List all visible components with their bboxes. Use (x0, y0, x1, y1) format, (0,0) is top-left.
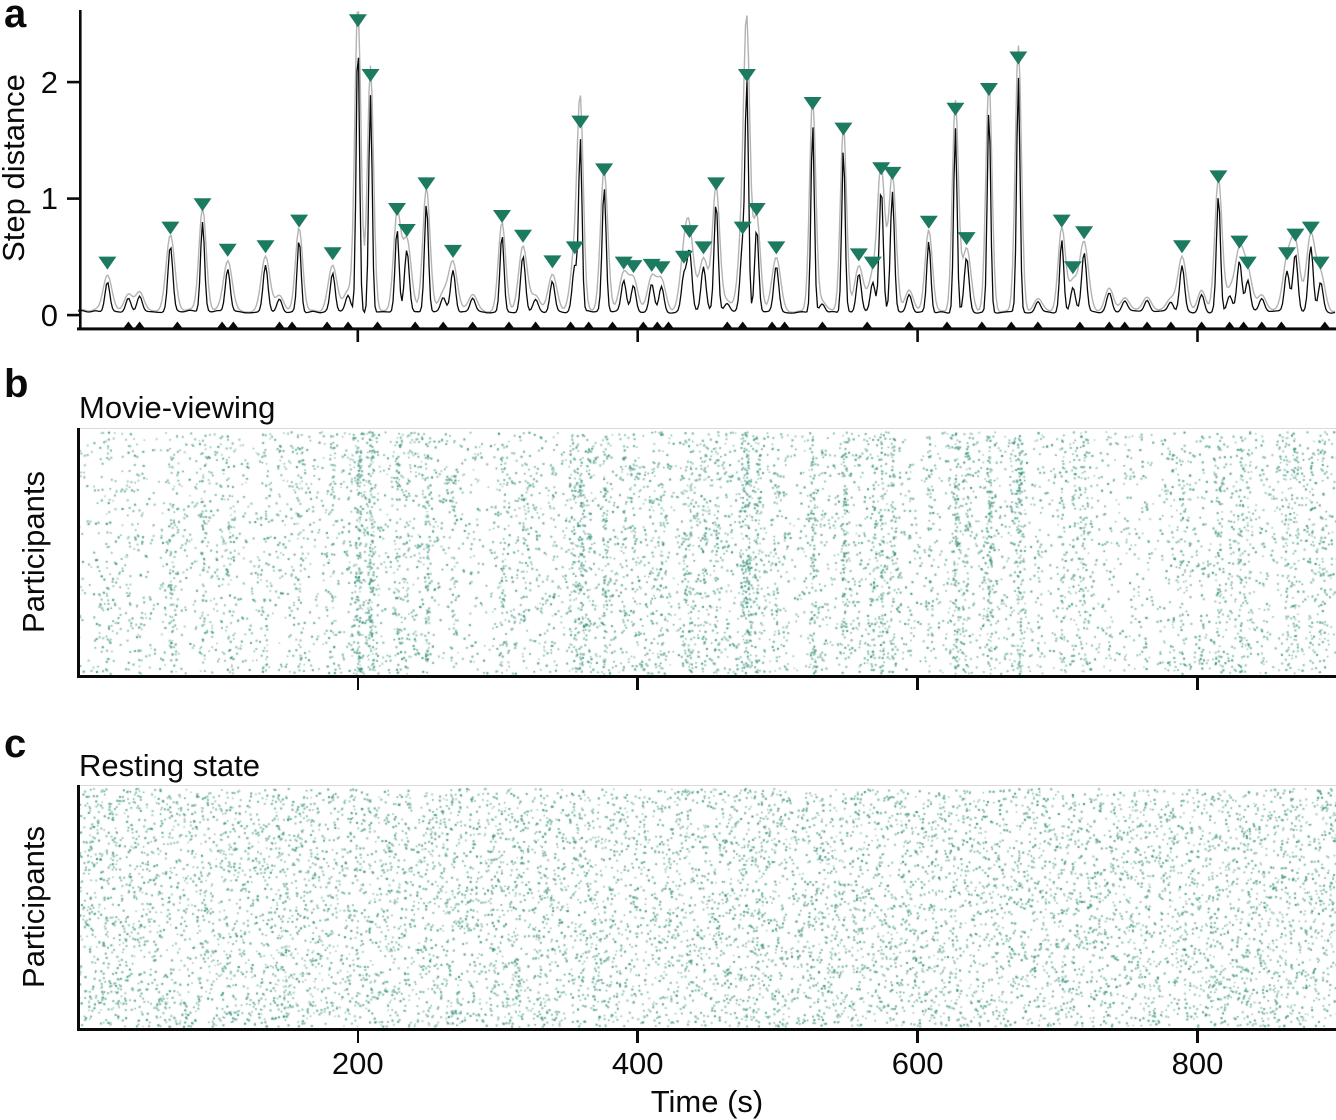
peak-marker-triangle-icon (737, 69, 756, 82)
panel-a-ytick-0 (67, 313, 80, 317)
panel-a-xtick-200 (356, 330, 360, 342)
xtick-label-600: 600 (891, 1046, 944, 1081)
peak-marker-triangle-icon (614, 256, 633, 270)
movie-raster-frame (78, 428, 1336, 676)
peak-marker-triangle-icon (1075, 226, 1094, 240)
panel-b-xtick-200 (356, 678, 359, 690)
time-axis-label: Time (s) (650, 1084, 764, 1119)
panel-c-title: Resting state (79, 748, 260, 783)
panel-a-ytick-2 (67, 80, 80, 84)
panel-a-ytick-label-2: 2 (41, 65, 58, 100)
xtick-label-800: 800 (1171, 1046, 1224, 1081)
panel-b-title: Movie-viewing (79, 390, 276, 425)
peak-marker-triangle-icon (1301, 221, 1320, 235)
peak-marker-triangle-icon (1063, 261, 1082, 275)
panel-b-x-axis-line (77, 675, 1336, 678)
panel-a-chart: 2 1 0 Step distance (0, 10, 1336, 342)
peak-marker-triangle-icon (733, 221, 752, 235)
peak-marker-triangle-icon (417, 177, 436, 191)
panel-a-y-axis-line (79, 10, 82, 330)
peak-marker-triangle-icon (803, 97, 822, 110)
panel-b-xtick-800 (1196, 678, 1199, 690)
peak-marker-triangle-icon (946, 102, 965, 116)
panel-b-letter: b (4, 362, 29, 406)
peak-marker-triangle-icon (290, 214, 309, 228)
panel-a-ylabel: Step distance (0, 74, 31, 262)
panel-a-ytick-label-1: 1 (41, 181, 58, 216)
peak-marker-triangle-icon (1052, 214, 1071, 228)
peak-marker-triangle-icon (323, 247, 342, 261)
rest-raster-canvas (78, 786, 1336, 1029)
panel-b-ylabel: Participants (16, 471, 51, 633)
panel-a-letter: a (4, 0, 27, 36)
peak-marker-triangle-icon (674, 250, 693, 264)
peak-marker-triangle-icon (1311, 256, 1330, 270)
peak-markers-group (98, 14, 1330, 275)
peak-marker-triangle-icon (680, 225, 699, 239)
panel-c-xtick-400 (636, 1031, 639, 1043)
peak-marker-triangle-icon (1009, 51, 1028, 65)
trace-black (77, 57, 1336, 314)
peak-marker-triangle-icon (1209, 170, 1228, 184)
peak-marker-triangle-icon (694, 241, 713, 255)
peak-marker-triangle-icon (834, 122, 853, 136)
panel-a-xtick-600 (916, 330, 919, 342)
panel-b-y-axis-line (77, 428, 80, 678)
peak-marker-triangle-icon (397, 224, 416, 237)
peak-marker-triangle-icon (624, 260, 643, 274)
xtick-label-400: 400 (611, 1046, 664, 1081)
panel-b-xtick-600 (916, 678, 919, 690)
peak-marker-triangle-icon (863, 256, 882, 270)
panel-c-letter: c (4, 722, 27, 766)
peak-marker-triangle-icon (849, 248, 868, 262)
peak-marker-triangle-icon (571, 115, 590, 129)
peak-marker-triangle-icon (1286, 228, 1305, 242)
panel-a-xtick-800 (1196, 330, 1199, 342)
peak-marker-triangle-icon (444, 244, 462, 258)
panel-c-x-axis-line (77, 1028, 1336, 1031)
panel-c-xtick-200 (356, 1031, 359, 1043)
peak-marker-triangle-icon (388, 203, 406, 216)
panel-a-xtick-400 (636, 330, 639, 342)
peak-marker-triangle-icon (98, 256, 117, 270)
panel-c-xtick-800 (1196, 1031, 1199, 1043)
peak-marker-triangle-icon (767, 241, 786, 255)
panel-c-xtick-600 (916, 1031, 919, 1043)
peak-marker-triangle-icon (919, 215, 938, 229)
peak-marker-triangle-icon (872, 162, 891, 176)
peak-marker-triangle-icon (652, 261, 671, 275)
panel-a-x-axis-line (77, 327, 1336, 331)
panel-c-y-axis-line (77, 785, 80, 1031)
xtick-label-200: 200 (331, 1046, 384, 1081)
peak-marker-triangle-icon (707, 177, 726, 191)
peak-marker-triangle-icon (1173, 240, 1191, 254)
panel-c-ylabel: Participants (16, 826, 51, 988)
peak-marker-triangle-icon (493, 210, 511, 223)
peak-marker-triangle-icon (193, 198, 212, 212)
peak-marker-triangle-icon (256, 240, 275, 254)
panel-b-xtick-400 (636, 678, 639, 690)
peak-marker-triangle-icon (957, 232, 976, 246)
movie-raster-canvas (78, 429, 1336, 676)
peak-marker-triangle-icon (979, 83, 998, 96)
panel-a-ytick-1 (67, 197, 80, 200)
peak-marker-triangle-icon (1230, 235, 1249, 249)
rest-raster-frame (78, 785, 1336, 1029)
peak-marker-triangle-icon (595, 163, 614, 177)
peak-marker-triangle-icon (747, 203, 766, 216)
peak-marker-triangle-icon (218, 243, 237, 257)
peak-marker-triangle-icon (348, 14, 367, 28)
peak-marker-triangle-icon (543, 255, 562, 269)
peak-marker-triangle-icon (361, 69, 380, 82)
peak-marker-triangle-icon (161, 221, 180, 235)
peak-marker-triangle-icon (1238, 256, 1257, 270)
peak-marker-triangle-icon (883, 166, 902, 180)
trace-gray (77, 10, 1336, 313)
peak-marker-triangle-icon (565, 241, 584, 255)
peak-marker-triangle-icon (514, 229, 532, 243)
peak-marker-triangle-icon (1278, 247, 1296, 261)
panel-a-ytick-label-0: 0 (41, 298, 58, 333)
